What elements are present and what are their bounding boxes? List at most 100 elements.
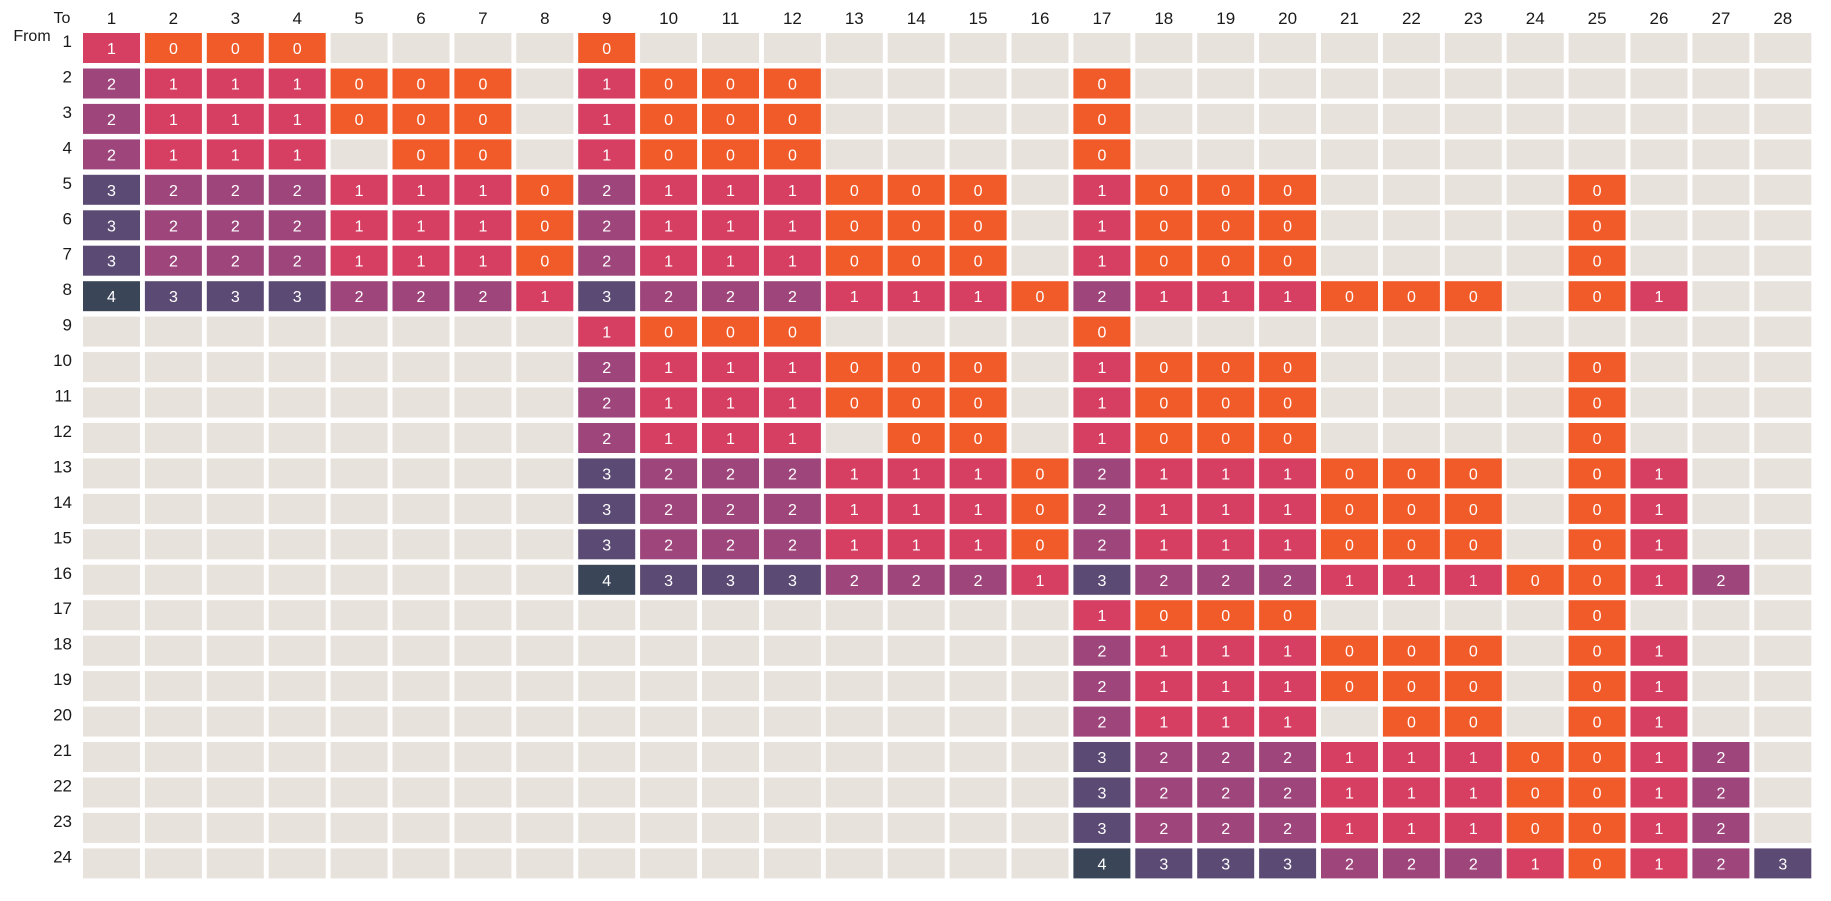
empty-cell [1321,245,1378,276]
empty-cell [330,33,388,63]
cell-value-label: 2 [602,360,611,377]
heatmap-cell [1135,174,1193,205]
heatmap-cell [83,33,140,63]
cell-value-label: 0 [788,147,797,164]
heatmap-cell [1259,706,1317,737]
heatmap-cell [206,103,264,134]
heatmap-cell [640,174,698,205]
heatmap-cell [1630,281,1688,312]
heatmap-cell [949,564,1007,595]
empty-cell [268,387,326,418]
cell-value-label: 0 [1159,431,1168,448]
heatmap-cell [1630,458,1688,489]
heatmap-cell [1197,742,1255,772]
cell-value-label: 2 [1159,573,1168,590]
empty-cell [949,600,1007,631]
cell-value-label: 0 [664,147,673,164]
empty-cell [1630,68,1688,99]
cell-value-label: 1 [478,254,487,271]
x-tick-label: 22 [1402,9,1421,28]
empty-cell [1321,423,1378,453]
empty-cell [825,671,883,702]
cell-value-label: 2 [1097,644,1106,661]
heatmap-cell [83,245,140,276]
heatmap-cell [1506,777,1564,808]
cell-value-label: 1 [664,218,673,235]
heatmap-cell [640,529,698,560]
heatmap-cell [949,493,1007,524]
cell-value-label: 0 [1097,112,1106,129]
empty-cell [1011,600,1069,631]
cell-value-label: 1 [602,147,611,164]
x-tick-label: 5 [354,9,363,28]
heatmap-cell [1259,423,1317,453]
empty-cell [825,68,883,99]
empty-cell [1630,139,1688,170]
heatmap-cell [640,281,698,312]
x-tick-label: 12 [783,9,802,28]
cell-value-label: 1 [1221,502,1230,519]
cell-value-label: 1 [788,396,797,413]
cell-value-label: 3 [726,573,735,590]
empty-cell [1444,68,1502,99]
heatmap-cell [702,281,759,312]
empty-cell [144,812,202,843]
heatmap-cell [1259,812,1317,843]
heatmap-cell [1444,281,1502,312]
heatmap-cell [206,245,264,276]
heatmap-cell [206,210,264,241]
cell-value-label: 0 [1283,218,1292,235]
empty-cell [1259,139,1317,170]
cell-value-label: 3 [293,289,302,306]
heatmap-cell [1382,671,1440,702]
empty-cell [454,458,512,489]
empty-cell [516,635,574,666]
empty-cell [1382,103,1440,134]
heatmap-cell [702,423,759,453]
heatmap-cell [1259,281,1317,312]
cell-value-label: 0 [1469,537,1478,554]
empty-cell [702,600,759,631]
cell-value-label: 1 [788,431,797,448]
heatmap-cell [1135,777,1193,808]
y-tick-label: 4 [63,138,72,157]
empty-cell [454,529,512,560]
heatmap-cell [1011,281,1069,312]
heatmap-cell [1382,564,1440,595]
cell-value-label: 0 [478,77,487,94]
heatmap-cell [763,493,821,524]
heatmap-cell [702,493,759,524]
empty-cell [392,352,450,383]
heatmap-cell [516,281,574,312]
empty-cell [949,103,1007,134]
cell-value-label: 0 [1159,608,1168,625]
empty-cell [268,706,326,737]
cell-value-label: 3 [107,254,116,271]
cell-value-label: 1 [417,183,426,200]
heatmap-cell [640,139,698,170]
cell-value-label: 2 [1345,856,1354,873]
empty-cell [1011,210,1069,241]
cell-value-label: 2 [1097,502,1106,519]
empty-cell [1011,103,1069,134]
empty-cell [1197,316,1255,347]
cell-value-label: 1 [1283,644,1292,661]
cell-value-label: 1 [1655,715,1664,732]
empty-cell [1506,671,1564,702]
empty-cell [1692,245,1750,276]
cell-value-label: 1 [912,289,921,306]
cell-value-label: 1 [1159,679,1168,696]
heatmap-cell [1382,812,1440,843]
heatmap-cell [1073,812,1131,843]
empty-cell [1321,139,1378,170]
cell-value-label: 1 [1407,573,1416,590]
cell-value-label: 0 [850,396,859,413]
heatmap-cell [763,245,821,276]
cell-value-label: 0 [1593,396,1602,413]
cell-value-label: 2 [788,466,797,483]
empty-cell [1754,529,1812,560]
heatmap-cell [1506,812,1564,843]
empty-cell [887,671,945,702]
empty-cell [763,848,821,879]
heatmap-cell [144,139,202,170]
